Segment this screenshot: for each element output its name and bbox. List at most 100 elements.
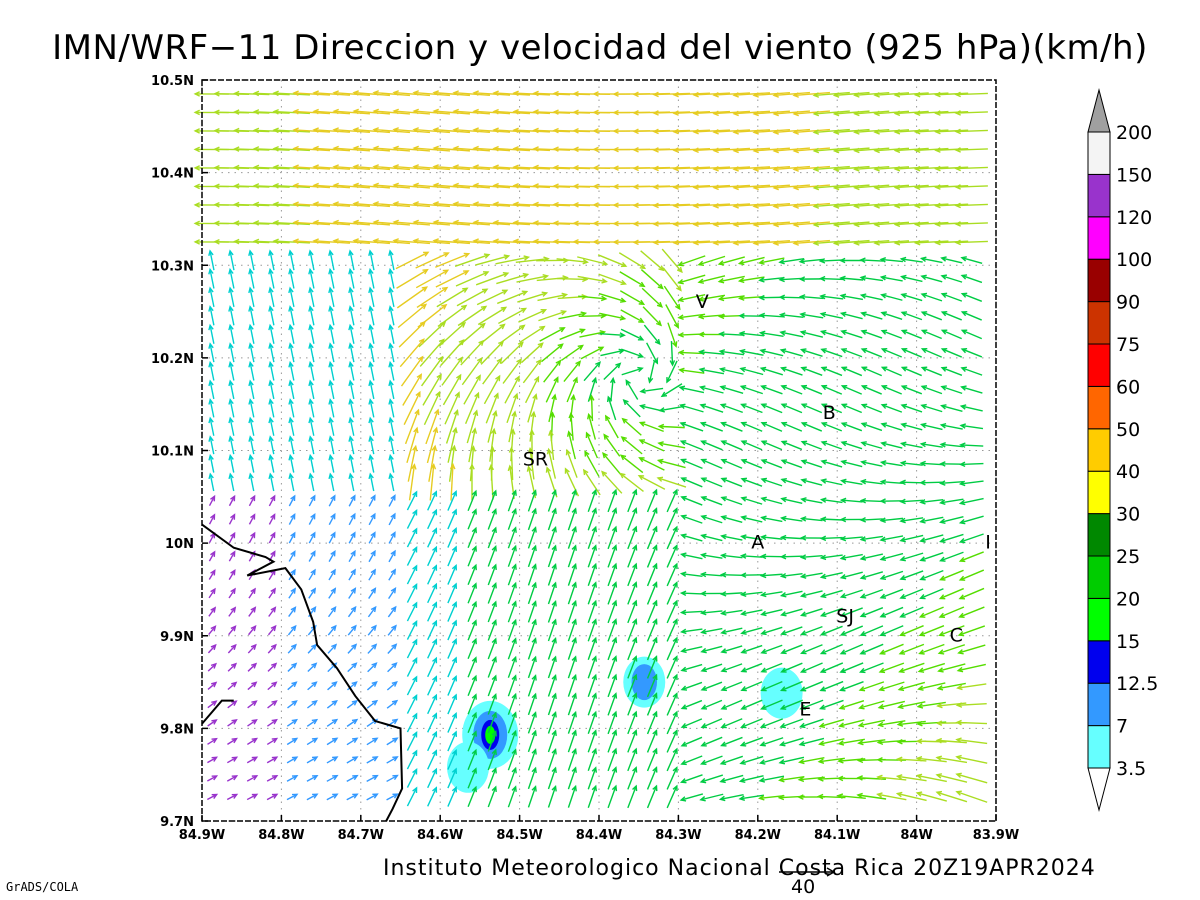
wind-vector-head (552, 146, 559, 152)
wind-vector-head (838, 257, 846, 264)
wind-vector (780, 331, 804, 338)
wind-vector-head (292, 219, 299, 226)
wind-vector (567, 508, 577, 531)
wind-vector (560, 344, 584, 362)
wind-vector-head (606, 395, 613, 403)
wind-vector-head (480, 305, 488, 312)
wind-vector-head (416, 373, 423, 380)
wind-vector-head (700, 723, 707, 729)
wind-vector-head (918, 649, 925, 655)
wind-vector-head (719, 591, 727, 597)
wind-vector-head (792, 184, 799, 191)
wind-vector (860, 643, 884, 655)
wind-vector-head (672, 128, 679, 135)
wind-vector (249, 473, 255, 492)
wind-vector (821, 589, 843, 598)
wind-vector (640, 421, 664, 433)
wind-vector-head (632, 525, 638, 533)
wind-vector-head (672, 729, 678, 736)
wind-vector (820, 699, 844, 710)
wind-vector-head (308, 398, 314, 405)
wind-vector (761, 591, 783, 596)
wind-vector (841, 348, 863, 358)
wind-vector-head (551, 655, 557, 663)
wind-vector-head (880, 293, 887, 299)
wind-vector-head (839, 275, 846, 282)
wind-vector (406, 602, 418, 622)
wind-vector-head (208, 305, 214, 312)
wind-vector (508, 411, 516, 443)
wind-vector-head (437, 355, 444, 363)
wind-vector-head (292, 201, 299, 207)
wind-vector-head (720, 458, 727, 464)
wind-vector (566, 450, 578, 478)
wind-vector-head (548, 429, 554, 436)
wind-vector-head (511, 674, 517, 681)
wind-vector (820, 680, 844, 692)
wind-vector-head (859, 574, 867, 580)
wind-vector-head (555, 359, 562, 366)
wind-vector (619, 290, 645, 305)
wind-vector-head (679, 778, 687, 784)
wind-vector-head (919, 575, 926, 581)
wind-vector (897, 775, 927, 782)
wind-vector (607, 563, 617, 587)
wind-vector-head (388, 416, 394, 424)
wind-vector-head (893, 221, 901, 228)
wind-vector (394, 128, 430, 134)
wind-vector-head (511, 655, 517, 663)
wind-vector (428, 446, 436, 482)
wind-vector (453, 147, 491, 152)
wind-vector-head (503, 254, 511, 260)
wind-vector (741, 516, 763, 523)
wind-vector-head (308, 305, 314, 312)
wind-vector (719, 256, 745, 265)
lon-tick-label: 84.5W (496, 828, 542, 843)
wind-vector (450, 464, 454, 501)
wind-vector (646, 748, 658, 772)
wind-vector (921, 311, 943, 321)
wind-vector (453, 203, 491, 207)
wind-vector-head (920, 329, 928, 335)
wind-vector (267, 681, 277, 691)
wind-vector-head (248, 453, 254, 461)
wind-vector-head (592, 91, 599, 97)
wind-vector-head (352, 182, 359, 189)
wind-vector (956, 148, 988, 151)
wind-vector-head (780, 630, 787, 636)
wind-vector-head (250, 587, 256, 594)
wind-vector (701, 459, 723, 469)
wind-vector-head (551, 488, 557, 496)
wind-vector (761, 403, 783, 414)
wind-vector-head (893, 165, 901, 172)
wind-vector (289, 287, 295, 308)
wind-vector (208, 607, 216, 617)
wind-vector (547, 508, 557, 531)
wind-vector-head (251, 700, 258, 706)
wind-vector-head (272, 127, 279, 134)
wind-vector (386, 756, 398, 764)
wind-vector (369, 250, 375, 271)
wind-vector (820, 313, 844, 319)
wind-vector-head (352, 756, 359, 762)
wind-vector (920, 462, 944, 466)
colorbar-min-arrow (1087, 767, 1111, 812)
wind-vector-head (672, 673, 678, 681)
wind-vector-head (820, 440, 828, 447)
wind-vector-head (621, 417, 628, 424)
colorbar-segment (1087, 216, 1111, 260)
wind-vector-head (231, 737, 238, 744)
wind-vector (741, 459, 763, 469)
wind-vector (389, 250, 395, 271)
wind-vector-head (700, 458, 707, 464)
wind-vector (895, 184, 929, 189)
wind-vector (348, 569, 356, 581)
wind-vector-head (491, 544, 497, 552)
wind-vector-head (591, 729, 597, 736)
wind-vector-head (880, 385, 888, 391)
wind-vector (447, 491, 457, 511)
wind-vector-head (230, 531, 236, 539)
wind-vector-head (672, 221, 679, 227)
wind-vector-head (551, 525, 557, 533)
wind-vector-head (934, 147, 941, 153)
